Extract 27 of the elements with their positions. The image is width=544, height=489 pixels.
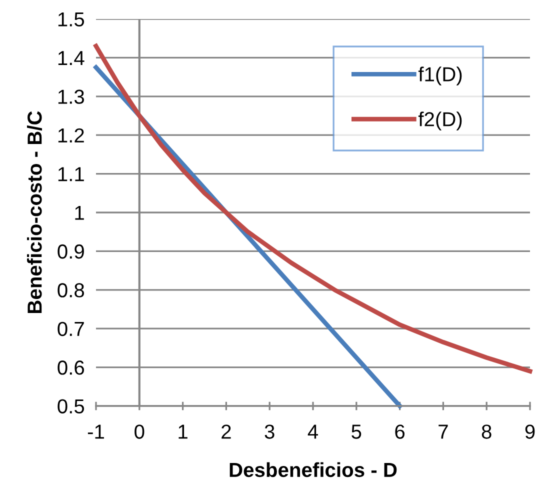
x-tick-label: 3	[264, 424, 274, 439]
x-tick-label: 9	[525, 424, 535, 439]
x-tick-label: 7	[438, 424, 448, 439]
y-tick-label: 1.3	[58, 90, 84, 104]
x-tick-label: 1	[178, 424, 188, 439]
y-axis-title: Beneficio-costo - B/C	[27, 111, 42, 313]
y-tick-label: 0.5	[58, 399, 84, 414]
legend-label: f1(D)	[418, 66, 462, 86]
x-tick-label: 8	[482, 424, 492, 439]
x-tick-label: 0	[134, 424, 144, 439]
x-tick-label: 5	[352, 424, 362, 439]
y-tick-label: 0.6	[58, 360, 84, 375]
y-tick-label: 0.7	[58, 322, 84, 336]
x-tick-label: 2	[222, 424, 231, 439]
y-tick-label: 1	[75, 206, 84, 220]
y-tick-label: 0.9	[58, 244, 84, 259]
legend-label: f2(D)	[418, 112, 462, 130]
y-tick-label: 1.2	[58, 128, 84, 142]
x-tick-label: 4	[308, 424, 318, 439]
y-tick-label: 1.4	[58, 51, 84, 65]
line-series	[94, 44, 532, 374]
y-tick-label: 0.8	[58, 283, 84, 298]
y-tick-label: 1.1	[58, 167, 84, 182]
y-tick-label: 1.5	[58, 12, 84, 26]
x-tick-label: -1	[88, 424, 104, 439]
x-axis-title: Desbeneficios - D	[230, 462, 397, 478]
x-tick-label: 6	[395, 424, 405, 439]
